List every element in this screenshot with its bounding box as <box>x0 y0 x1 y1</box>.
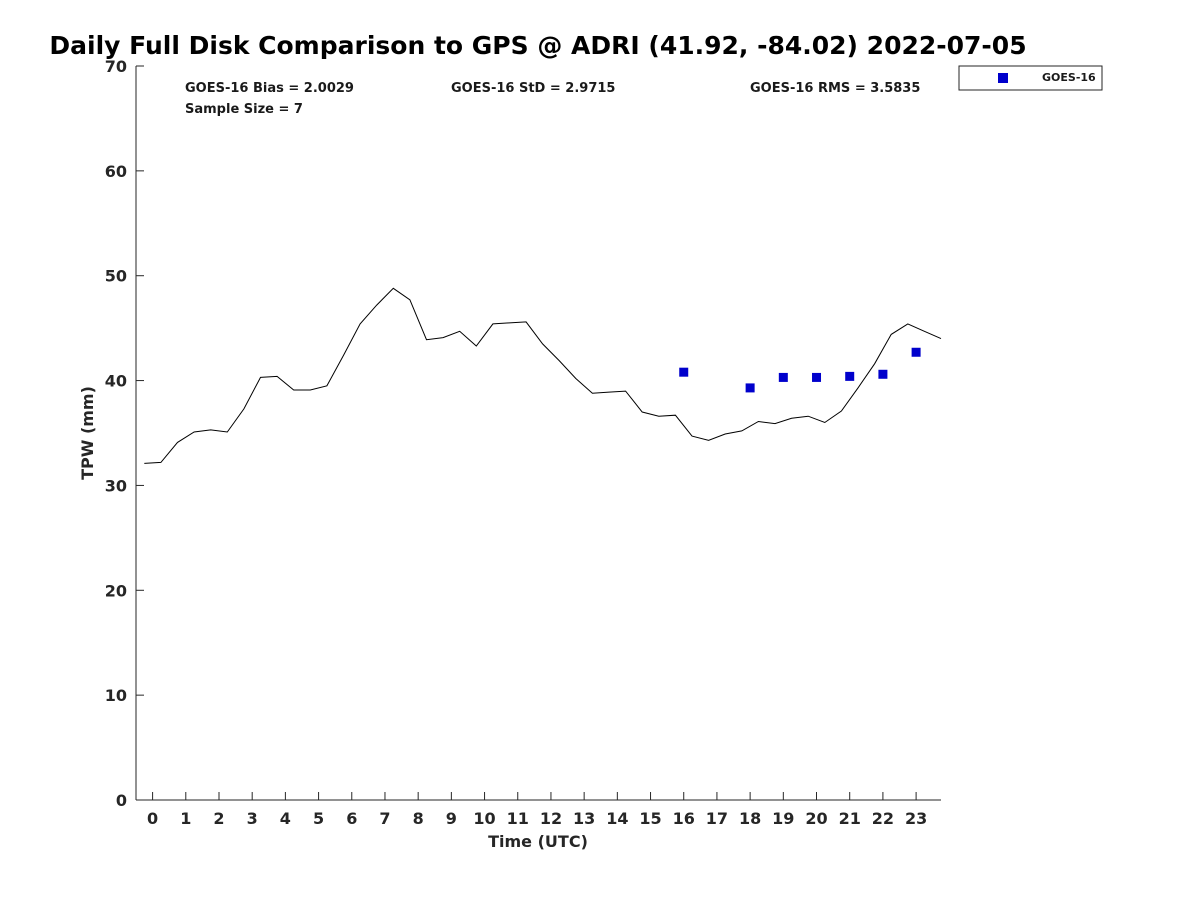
x-tick-label: 1 <box>180 809 191 828</box>
legend-marker-goes-16 <box>998 73 1008 83</box>
goes-16-point <box>745 383 755 393</box>
stat-std: GOES-16 StD = 2.9715 <box>451 81 615 96</box>
y-tick-label: 50 <box>105 267 127 286</box>
y-ticks: 0 10 20 30 40 50 60 70 <box>105 57 144 810</box>
stat-rms: GOES-16 RMS = 3.5835 <box>750 81 920 96</box>
goes-16-point <box>911 347 921 357</box>
gps-tpw-line <box>144 287 942 464</box>
y-tick-label: 20 <box>105 581 127 600</box>
x-tick-label: 23 <box>905 809 927 828</box>
goes-16-point <box>679 367 689 377</box>
x-tick-label: 19 <box>772 809 794 828</box>
x-tick-label: 0 <box>147 809 158 828</box>
y-tick-label: 0 <box>116 791 127 810</box>
x-tick-label: 11 <box>507 809 529 828</box>
goes-16-point <box>845 371 855 381</box>
y-tick-label: 70 <box>105 57 127 76</box>
x-tick-label: 9 <box>446 809 457 828</box>
goes-16-point <box>812 372 822 382</box>
x-tick-label: 17 <box>706 809 728 828</box>
legend-box <box>958 65 1103 91</box>
goes-16-point <box>778 372 788 382</box>
stat-sample-size: Sample Size = 7 <box>185 102 303 117</box>
x-tick-label: 6 <box>346 809 357 828</box>
x-tick-label: 22 <box>872 809 894 828</box>
plot-area <box>144 287 942 464</box>
x-tick-label: 5 <box>313 809 324 828</box>
legend-label-goes-16: GOES-16 <box>1042 71 1096 84</box>
chart-title: Daily Full Disk Comparison to GPS @ ADRI… <box>49 31 1026 60</box>
x-tick-label: 15 <box>639 809 661 828</box>
x-tick-label: 4 <box>280 809 291 828</box>
goes-16-point <box>878 369 888 379</box>
x-tick-label: 16 <box>673 809 695 828</box>
x-axis-label: Time (UTC) <box>488 832 588 851</box>
stat-bias: GOES-16 Bias = 2.0029 <box>185 81 354 96</box>
x-tick-label: 20 <box>805 809 827 828</box>
x-tick-label: 18 <box>739 809 761 828</box>
x-tick-label: 21 <box>839 809 861 828</box>
x-tick-label: 3 <box>247 809 258 828</box>
y-axis-label: TPW (mm) <box>78 386 97 480</box>
x-tick-label: 14 <box>606 809 628 828</box>
x-tick-label: 12 <box>540 809 562 828</box>
y-tick-label: 40 <box>105 372 127 391</box>
x-tick-label: 13 <box>573 809 595 828</box>
x-tick-label: 2 <box>213 809 224 828</box>
y-tick-label: 10 <box>105 686 127 705</box>
x-ticks: 0 1 2 3 4 5 6 7 8 9 10 11 12 13 14 15 16 17 18 19 20 21 22 23 <box>147 792 927 828</box>
legend: GOES-16 <box>958 65 1103 91</box>
x-tick-label: 10 <box>473 809 495 828</box>
y-tick-label: 30 <box>105 476 127 495</box>
y-tick-label: 60 <box>105 162 127 181</box>
x-tick-label: 7 <box>379 809 390 828</box>
x-tick-label: 8 <box>413 809 424 828</box>
